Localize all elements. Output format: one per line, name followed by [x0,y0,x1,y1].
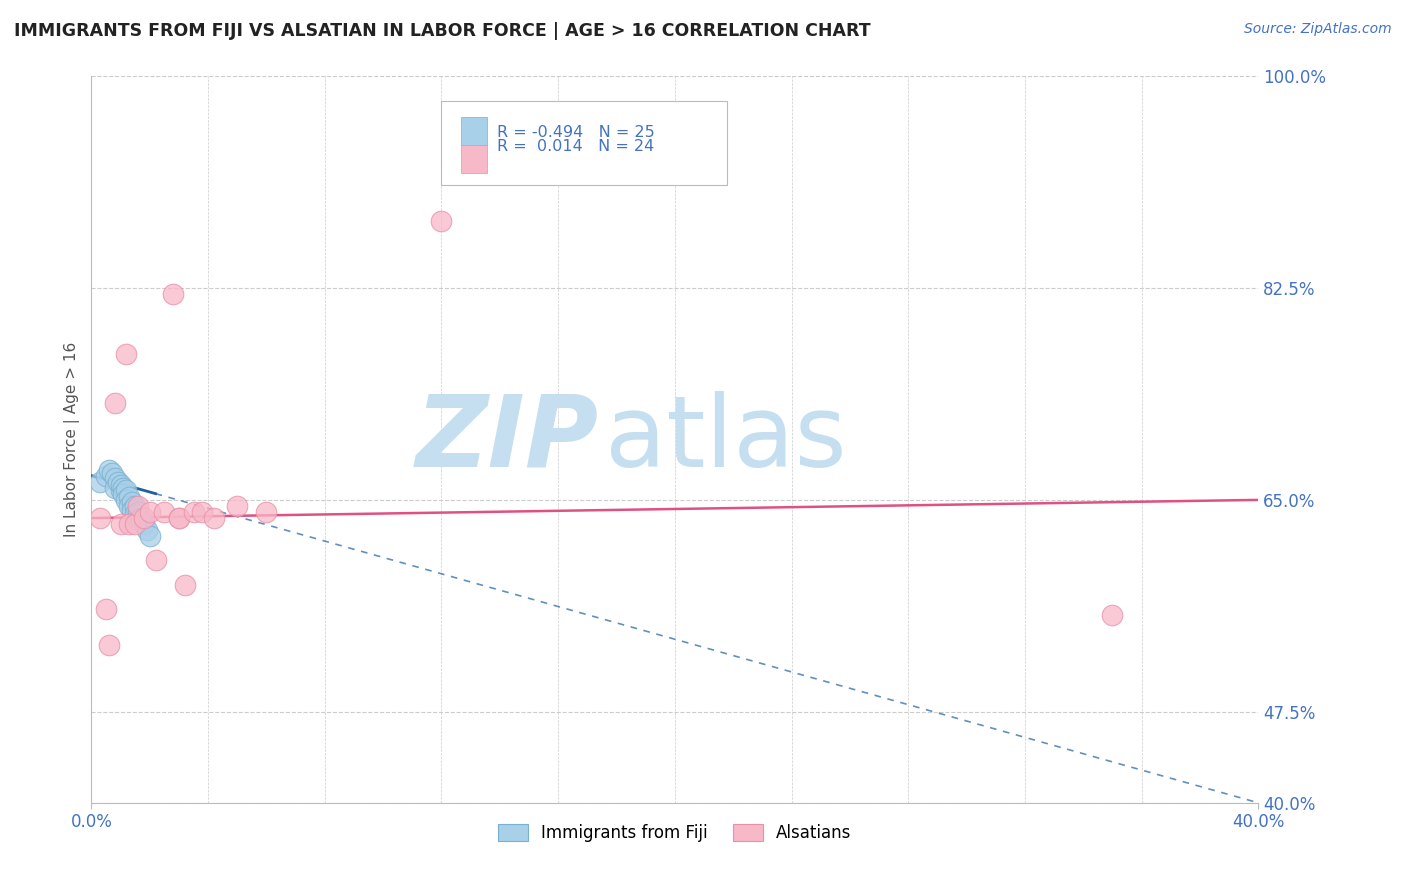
Text: ZIP: ZIP [416,391,599,488]
Point [112,487,135,501]
FancyBboxPatch shape [441,102,727,185]
Point [138,505,162,519]
Point [167,511,190,525]
Point [110,483,132,498]
Point [153,505,176,519]
Point [124,517,146,532]
Point [118,499,141,513]
Text: R = -0.494   N = 25: R = -0.494 N = 25 [498,125,655,140]
Point [145,553,167,567]
Point [115,347,138,361]
Bar [461,117,486,145]
Point [132,517,155,532]
Point [183,505,205,519]
Point [104,396,127,410]
Point [110,517,132,532]
Point [115,483,138,498]
Point [101,467,124,481]
Point [94,468,117,483]
Point [121,495,143,509]
Point [112,481,135,495]
Point [127,514,149,528]
Point [430,214,453,228]
Point [127,505,149,519]
Point [104,481,127,495]
Point [121,502,143,516]
Point [162,287,184,301]
Point [94,602,117,616]
Point [191,505,214,519]
Point [173,578,195,592]
Point [135,523,157,537]
Point [226,499,249,513]
Point [107,475,129,489]
Legend: Immigrants from Fiji, Alsatians: Immigrants from Fiji, Alsatians [491,817,859,849]
Point [132,511,155,525]
Point [97,462,120,476]
Point [118,491,141,505]
Point [118,517,141,532]
Point [1101,607,1123,622]
Y-axis label: In Labor Force | Age > 16: In Labor Force | Age > 16 [65,342,80,537]
Point [138,529,162,543]
Point [124,508,146,522]
Point [167,511,190,525]
Point [129,511,152,525]
Point [89,475,111,489]
Point [110,478,132,492]
Point [124,499,146,513]
Text: IMMIGRANTS FROM FIJI VS ALSATIAN IN LABOR FORCE | AGE > 16 CORRELATION CHART: IMMIGRANTS FROM FIJI VS ALSATIAN IN LABO… [14,22,870,40]
Point [104,471,127,485]
Point [127,499,149,513]
Point [89,511,111,525]
Text: atlas: atlas [605,391,846,488]
Bar [461,145,486,172]
Point [97,638,120,652]
Point [202,511,225,525]
Text: R =  0.014   N = 24: R = 0.014 N = 24 [498,139,655,154]
Point [254,505,277,519]
Text: Source: ZipAtlas.com: Source: ZipAtlas.com [1244,22,1392,37]
Point [115,492,138,507]
